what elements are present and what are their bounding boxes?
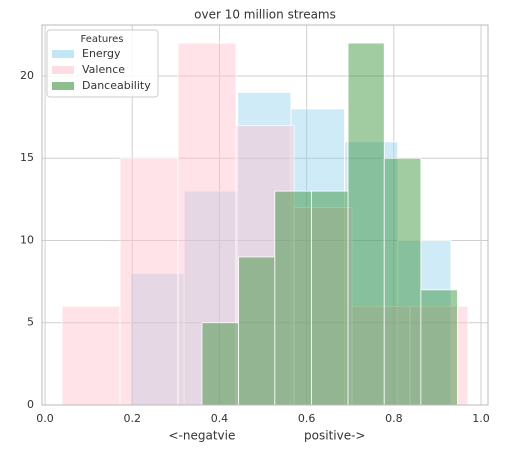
x-tick-label: 0.4: [211, 412, 229, 425]
bar: [290, 108, 345, 406]
legend-swatch: [52, 50, 74, 58]
bar: [344, 141, 399, 406]
bar: [351, 305, 411, 406]
y-tick-label: 0: [27, 398, 34, 411]
bar: [311, 190, 349, 406]
x-tick-label: 1.0: [472, 412, 490, 425]
x-tick-label: 0.6: [298, 412, 316, 425]
chart-title: over 10 million streams: [194, 8, 336, 22]
bar: [397, 240, 452, 406]
legend-label: Valence: [82, 63, 125, 76]
plot-frame: [41, 24, 489, 406]
x-axis-label: <-negatvie positive->: [169, 429, 366, 443]
x-tick-label: 0.8: [385, 412, 403, 425]
bar: [237, 92, 292, 406]
y-tick-label: 10: [20, 233, 34, 246]
legend-swatch: [52, 66, 74, 74]
bar: [119, 157, 179, 406]
y-tick-label: 5: [27, 316, 34, 329]
bar: [183, 190, 239, 406]
bar: [347, 42, 385, 406]
bar: [130, 272, 185, 406]
bar: [293, 207, 353, 406]
bar: [177, 42, 237, 406]
x-tick-label: 0.2: [123, 412, 141, 425]
y-tick-label: 15: [20, 151, 34, 164]
legend-box: [46, 29, 159, 98]
bar: [201, 322, 240, 406]
bar: [420, 289, 458, 406]
y-tick-label: 20: [20, 69, 34, 82]
legend-label: Danceability: [82, 79, 151, 92]
legend-title: Features: [81, 34, 124, 45]
bar: [409, 305, 469, 406]
x-tick-label: 0.0: [36, 412, 54, 425]
bar: [383, 157, 422, 406]
bar: [274, 190, 312, 406]
legend-swatch: [52, 82, 74, 90]
bar: [61, 305, 121, 406]
bar: [238, 256, 276, 406]
legend: Features Energy Valence Danceability: [46, 29, 159, 98]
legend-label: Energy: [82, 47, 121, 60]
